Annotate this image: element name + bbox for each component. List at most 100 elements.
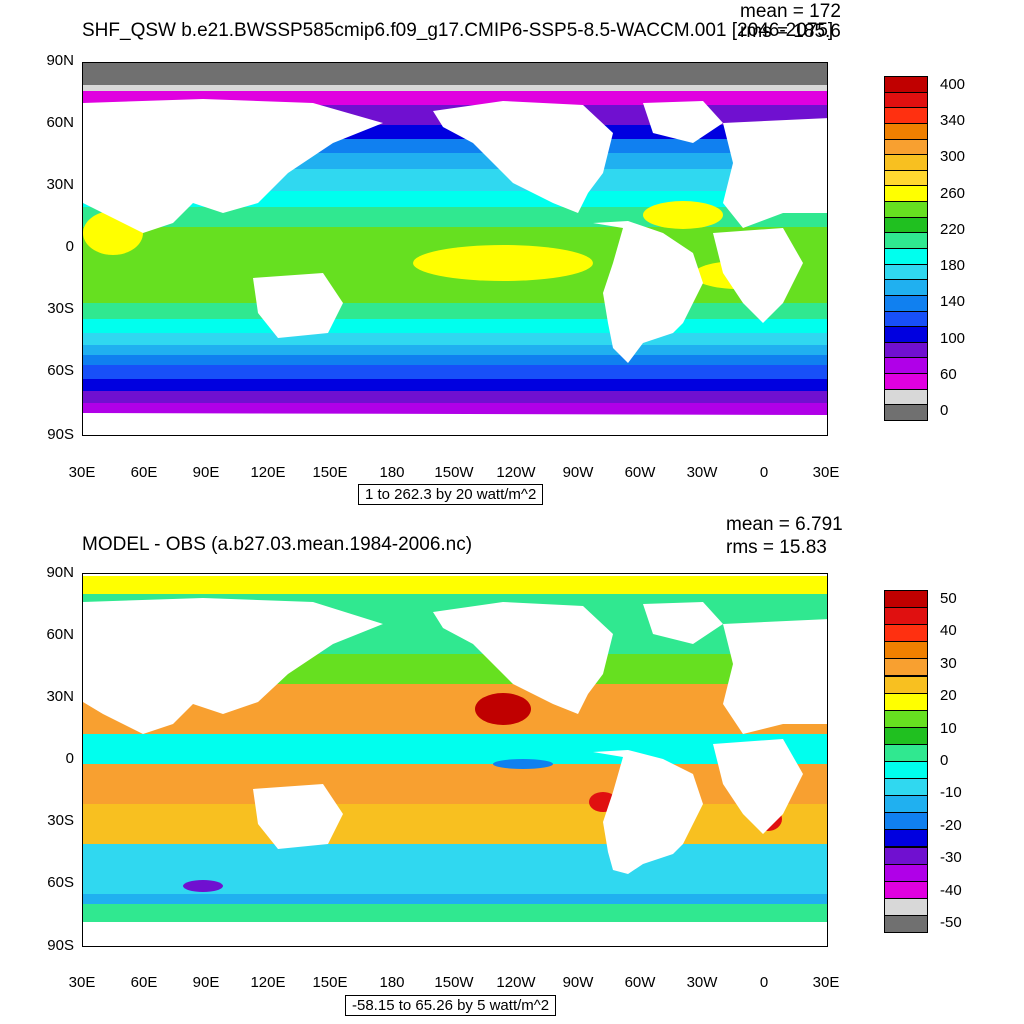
colorbar-swatch [884, 341, 928, 359]
colorbar-label: 340 [940, 112, 966, 130]
panel1-lat-label: 30S [47, 300, 74, 317]
colorbar-label: 60 [940, 365, 957, 383]
panel2-lat-label: 60N [46, 626, 74, 643]
colorbar-label: 0 [940, 752, 949, 769]
panel2-title: MODEL - OBS (a.b27.03.mean.1984-2006.nc) [82, 534, 473, 555]
panel1-lon-label: 90E [192, 464, 220, 481]
colorbar-label: 220 [940, 220, 966, 238]
panel1-contour-info: 1 to 262.3 by 20 watt/m^2 [358, 484, 544, 505]
panel2-lon-label: 0 [759, 974, 769, 991]
colorbar-swatch [884, 326, 928, 343]
colorbar-swatch [884, 778, 928, 797]
panel1-lon-label: 30E [812, 464, 840, 481]
colorbar-label: 180 [940, 257, 966, 275]
colorbar-label: 10 [940, 719, 957, 737]
colorbar-swatch [884, 122, 928, 140]
colorbar-label: 40 [940, 622, 957, 640]
colorbar-swatch [884, 812, 928, 831]
panel2-mean: mean = 6.791 [726, 514, 843, 535]
colorbar-swatch [884, 185, 928, 203]
colorbar-swatch [884, 829, 928, 848]
colorbar-label: 100 [940, 329, 966, 347]
colorbar-label: 0 [940, 402, 949, 419]
colorbar-swatch [884, 709, 928, 728]
panel2-lat-label: 30N [46, 688, 74, 705]
colorbar-swatch [884, 880, 928, 899]
panel1-lon-label: 120E [250, 464, 286, 481]
colorbar-swatch [884, 761, 928, 780]
colorbar-label: -50 [940, 914, 962, 931]
colorbar-label: 30 [940, 654, 957, 672]
colorbar-swatch [884, 357, 928, 375]
colorbar-swatch [884, 201, 928, 218]
panel2-lon-label: 150E [312, 974, 348, 991]
panel2-lon-label: 90E [192, 974, 220, 991]
colorbar-label: -10 [940, 784, 962, 802]
colorbar-swatch [884, 294, 928, 312]
panel2-lon-label: 90W [562, 974, 594, 991]
colorbar-label: 260 [940, 184, 966, 202]
panel2-lat-label: 90S [47, 937, 74, 954]
panel2-contour-info: -58.15 to 65.26 by 5 watt/m^2 [345, 995, 557, 1016]
colorbar-swatch [884, 743, 928, 762]
colorbar-label: 50 [940, 590, 957, 607]
colorbar-swatch [884, 846, 928, 865]
colorbar-swatch [884, 675, 928, 694]
colorbar-label: 140 [940, 293, 966, 311]
panel2-lat-label: 60S [47, 874, 74, 891]
panel2-rms: rms = 15.83 [726, 537, 827, 558]
colorbar-swatch [884, 154, 928, 171]
panel2-lon-label: 60W [624, 974, 656, 991]
panel1-lon-label: 60E [130, 464, 158, 481]
panel1-lat-label: 90S [47, 426, 74, 443]
colorbar-label: 300 [940, 148, 966, 166]
colorbar-swatch [884, 404, 928, 421]
panel1-lon-label: 30W [686, 464, 718, 481]
panel2-lon-label: 30W [686, 974, 718, 991]
colorbar-swatch [884, 914, 928, 933]
colorbar-swatch [884, 216, 928, 234]
panel2-lon-label: 120E [250, 974, 286, 991]
colorbar-swatch [884, 607, 928, 626]
panel2-lat-label: 90N [46, 564, 74, 581]
panel1-lon-label: 90W [562, 464, 594, 481]
colorbar-label: -40 [940, 881, 962, 899]
colorbar-label: -30 [940, 849, 962, 867]
colorbar-label: 400 [940, 76, 966, 93]
colorbar-label: -20 [940, 816, 962, 834]
colorbar-swatch [884, 692, 928, 711]
panel1-lon-label: 180 [379, 464, 405, 481]
colorbar-swatch [884, 279, 928, 296]
panel2-lon-label: 120W [496, 974, 536, 991]
panel2-lat-label: 30S [47, 812, 74, 829]
colorbar-swatch [884, 795, 928, 814]
colorbar-swatch [884, 248, 928, 265]
panel2-lon-label: 30E [812, 974, 840, 991]
colorbar-swatch [884, 624, 928, 643]
colorbar-swatch [884, 388, 928, 406]
panel2-lon-label: 180 [379, 974, 405, 991]
colorbar-swatch [884, 138, 928, 156]
panel1-colorbar: 400 340 300 260 220 180 140 100 60 0 [884, 76, 1004, 421]
panel1-lon-label: 60W [624, 464, 656, 481]
colorbar-swatch [884, 310, 928, 328]
colorbar-swatch [884, 91, 928, 109]
colorbar-swatch [884, 590, 928, 609]
panel1-lon-label: 120W [496, 464, 536, 481]
colorbar-label: 20 [940, 687, 957, 705]
panel1-lat-label: 60N [46, 114, 74, 131]
panel1-lat-label: 30N [46, 176, 74, 193]
panel2-lon-label: 30E [68, 974, 96, 991]
panel1-lon-label: 150E [312, 464, 348, 481]
colorbar-swatch [884, 726, 928, 745]
panel1-lon-label: 30E [68, 464, 96, 481]
colorbar-swatch [884, 863, 928, 882]
panel1-mean: mean = 172 [740, 1, 841, 22]
panel1-lat-label: 90N [46, 52, 74, 69]
colorbar-swatch [884, 169, 928, 187]
panel1-rms: rms = 185.6 [740, 21, 841, 42]
panel2-colorbar: 50 40 30 20 10 0 -10 -20 -30 -40 -50 [884, 590, 1004, 933]
panel1-map [82, 62, 828, 436]
panel1-lat-label: 0 [65, 238, 74, 255]
colorbar-swatch [884, 897, 928, 916]
